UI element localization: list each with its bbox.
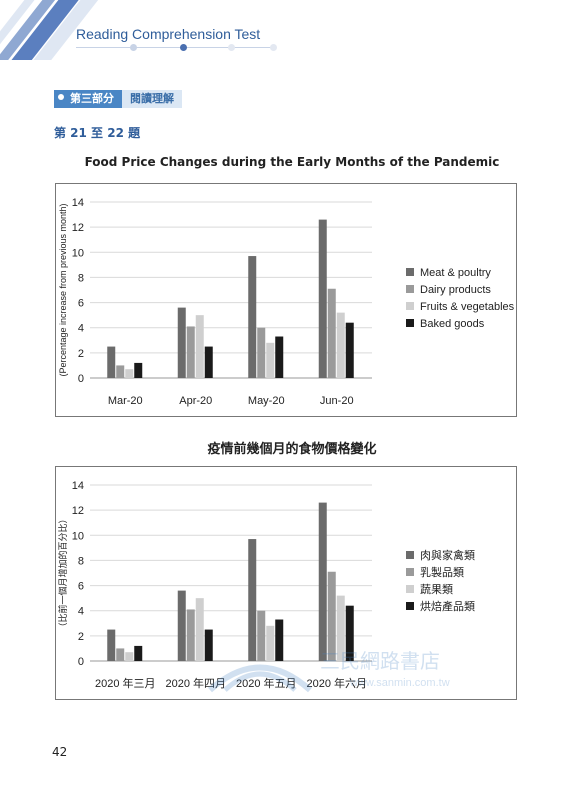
legend-swatch (406, 285, 414, 293)
bar (275, 619, 284, 661)
bar (327, 571, 336, 661)
y-tick-label: 2 (78, 631, 84, 643)
y-tick-label: 14 (72, 480, 84, 492)
legend-swatch (406, 302, 414, 310)
x-tick-label: Apr-20 (179, 395, 212, 407)
bar (336, 312, 345, 378)
y-tick-label: 6 (78, 581, 84, 593)
bar (107, 346, 116, 378)
bar (195, 598, 204, 661)
y-tick-label: 4 (78, 606, 84, 618)
chart-en: 0 2 4 6 8 10 12 14 (Percentage increase from pre… (55, 183, 517, 417)
question-range: 第 21 至 22 題 (54, 126, 141, 140)
watermark-logo: 三民網路書店 www.sanmin.com.tw (207, 650, 450, 693)
y-tick-label: 4 (78, 323, 84, 335)
bar (195, 315, 204, 378)
y-tick-label: 10 (72, 247, 84, 259)
bar (318, 502, 327, 661)
x-tick-label: Mar-20 (108, 395, 143, 407)
bar (204, 346, 213, 378)
section-name: 閱讀理解 (122, 90, 182, 108)
legend-entry: Baked goods (420, 318, 485, 330)
x-tick-label: 2020 年四月 (165, 676, 226, 690)
bar (134, 645, 143, 661)
y-tick-label: 12 (72, 505, 84, 517)
y-axis-label: (Percentage increase from previous month… (58, 203, 68, 376)
y-axis-label: （比前一個月增加的百分比） (57, 514, 68, 631)
bar (336, 595, 345, 661)
bar (134, 362, 143, 378)
header-title: Reading Comprehension Test (76, 26, 261, 42)
bar (177, 307, 186, 378)
y-tick-label: 12 (72, 222, 84, 234)
bar (266, 625, 275, 661)
bar (116, 365, 125, 378)
chart-title-en: Food Price Changes during the Early Mont… (84, 155, 500, 169)
legend-entry: Dairy products (420, 284, 491, 296)
legend-entry: 肉與家禽類 (420, 548, 475, 562)
x-tick-label: Jun-20 (320, 395, 354, 407)
bar (125, 652, 134, 661)
y-tick-label: 8 (78, 272, 84, 284)
section-part: 第三部分 (54, 90, 122, 108)
bar (257, 610, 266, 661)
bar (125, 369, 134, 378)
bar (248, 256, 257, 378)
bar (327, 288, 336, 378)
x-tick-label: 2020 年五月 (236, 676, 297, 690)
x-tick-label: 2020 年六月 (306, 676, 367, 690)
header-rule (76, 47, 276, 48)
legend-entry: Meat & poultry (420, 267, 491, 279)
y-tick-label: 8 (78, 555, 84, 567)
legend-entry: Fruits & vegetables (420, 301, 515, 313)
legend-entry: 乳製品類 (420, 565, 464, 579)
x-tick-label: 2020 年三月 (95, 676, 156, 690)
y-tick-label: 0 (78, 373, 84, 385)
bar (275, 336, 284, 378)
progress-dot (228, 44, 235, 51)
progress-dot (130, 44, 137, 51)
chart-en-svg: 0 2 4 6 8 10 12 14 (Percentage increase from pre… (58, 197, 515, 407)
progress-dot-active (180, 44, 187, 51)
page-number: 42 (52, 745, 68, 759)
bar (107, 629, 116, 661)
y-tick-label: 6 (78, 298, 84, 310)
legend-swatch (406, 551, 414, 559)
bar (177, 590, 186, 661)
bar (257, 327, 266, 378)
bar (266, 342, 275, 378)
bar (204, 629, 213, 661)
bar (345, 605, 354, 661)
chart-zh: 0 2 4 6 8 10 12 14 （比前一個月增加的百分比） 2020 年三月 2020 年四月… (55, 466, 517, 700)
bar (186, 326, 195, 378)
bar (116, 648, 125, 661)
chart-zh-svg: 0 2 4 6 8 10 12 14 （比前一個月增加的百分比） 2020 年三月 2020 年四月… (57, 480, 475, 690)
chart-title-zh: 疫情前幾個月的食物價格變化 (207, 442, 377, 457)
section-badge: 第三部分 閱讀理解 (54, 90, 182, 108)
bar (318, 219, 327, 378)
y-tick-label: 14 (72, 197, 84, 209)
x-tick-label: May-20 (248, 395, 285, 407)
legend-swatch (406, 268, 414, 276)
legend-entry: 烘焙產品類 (420, 599, 475, 613)
bar (186, 609, 195, 661)
y-tick-label: 0 (78, 656, 84, 668)
legend-entry: 蔬果類 (420, 583, 453, 596)
bar (345, 322, 354, 378)
legend-swatch (406, 585, 414, 593)
progress-dot (270, 44, 277, 51)
legend-swatch (406, 568, 414, 576)
legend-swatch (406, 319, 414, 327)
watermark-text: 三民網路書店 (320, 650, 440, 673)
legend-swatch (406, 602, 414, 610)
y-tick-label: 2 (78, 348, 84, 360)
y-tick-label: 10 (72, 530, 84, 542)
bar (248, 539, 257, 661)
watermark-url: www.sanmin.com.tw (349, 677, 450, 689)
